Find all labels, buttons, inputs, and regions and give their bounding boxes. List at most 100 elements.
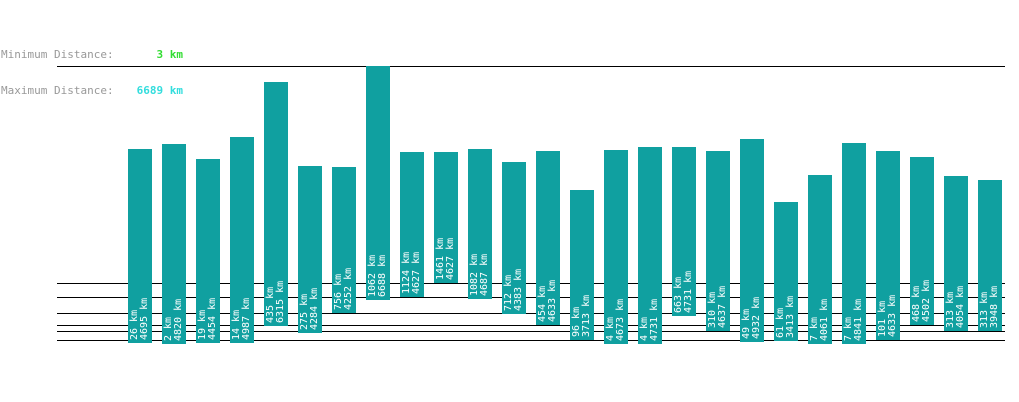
bar-low-label: 4 km [639, 317, 650, 341]
bar-high-label: 3713 km [581, 295, 592, 337]
bar-group: 1461 km 4627 km [434, 152, 458, 283]
bar-high-label: 4932 km [751, 297, 762, 339]
bar-high-label: 4627 km [411, 252, 422, 294]
bar-group: 19 km 4454 km [196, 159, 220, 343]
bar-low-label: 101 km [877, 301, 888, 337]
legend-max-row: Maximum Distance: 6689 km [1, 85, 183, 97]
bar-low-label: 313 km [979, 292, 990, 328]
distance-bar [774, 202, 798, 341]
bar-low-label: 275 km [299, 294, 310, 330]
bar-group: 663 km 4731 km [672, 147, 696, 316]
distance-bar [706, 151, 730, 331]
bar-group: 4 km 4731 km [638, 147, 662, 344]
bar-high-label: 4637 km [717, 286, 728, 328]
bar-low-label: 712 km [503, 275, 514, 311]
bar-low-label: 49 km [741, 309, 752, 339]
distance-bar [264, 82, 288, 326]
distance-bar [978, 180, 1002, 331]
bar-high-label: 4731 km [683, 271, 694, 313]
bar-low-label: 19 km [197, 310, 208, 340]
bar-high-label: 4252 km [343, 268, 354, 310]
bar-high-label: 4987 km [241, 298, 252, 340]
bar-group: 313 km 4054 km [944, 176, 968, 331]
legend-min-row: Minimum Distance: 3 km [1, 49, 183, 61]
bar-low-label: 1461 km [435, 238, 446, 280]
bar-high-label: 3948 km [989, 286, 1000, 328]
legend-max-value: 6689 km [136, 84, 183, 97]
bar-high-label: 3413 km [785, 296, 796, 338]
distance-bar [604, 150, 628, 344]
bar-low-label: 96 km [571, 307, 582, 337]
bar-high-label: 6688 km [377, 255, 388, 297]
bar-high-label: 4731 km [649, 299, 660, 341]
bar-low-label: 1062 km [367, 255, 378, 297]
bar-group: 756 km 4252 km [332, 167, 356, 313]
bar-high-label: 6315 km [275, 281, 286, 323]
bar-high-label: 4841 km [853, 299, 864, 341]
bar-low-label: 310 km [707, 292, 718, 328]
bar-group: 7 km 4841 km [842, 143, 866, 344]
bar-group: 1124 km 4627 km [400, 152, 424, 297]
distance-bar [570, 190, 594, 340]
bar-group: 49 km 4932 km [740, 139, 764, 342]
bar-group: 7 km 4061 km [808, 175, 832, 344]
bar-high-label: 4054 km [955, 286, 966, 328]
distance-bar [230, 137, 254, 343]
distance-bar [332, 167, 356, 313]
bar-group: 275 km 4284 km [298, 166, 322, 333]
bar-low-label: 1124 km [401, 252, 412, 294]
bar-high-label: 4454 km [207, 298, 218, 340]
bar-high-label: 4695 km [139, 298, 150, 340]
bar-high-label: 4820 km [173, 299, 184, 341]
bar-group: 26 km 4695 km [128, 149, 152, 343]
distance-bar [162, 144, 186, 344]
distance-bar [468, 149, 492, 299]
distance-bar [944, 176, 968, 331]
distance-bar [808, 175, 832, 344]
bar-group: 468 km 4502 km [910, 157, 934, 325]
bar-group: 2 km 4820 km [162, 144, 186, 344]
distance-bar [638, 147, 662, 344]
bar-high-label: 4061 km [819, 299, 830, 341]
bar-group: 1062 km 6688 km [366, 66, 390, 300]
bar-low-label: 61 km [775, 308, 786, 338]
bar-group: 435 km 6315 km [264, 82, 288, 326]
bar-group: 310 km 4637 km [706, 151, 730, 331]
bar-group: 14 km 4987 km [230, 137, 254, 343]
bar-group: 4 km 4673 km [604, 150, 628, 344]
legend: Minimum Distance: 3 km Maximum Distance:… [1, 25, 183, 109]
bar-low-label: 7 km [809, 317, 820, 341]
distance-bar [298, 166, 322, 333]
distance-bar [842, 143, 866, 344]
bar-low-label: 2 km [163, 317, 174, 341]
bar-high-label: 4627 km [445, 238, 456, 280]
bar-low-label: 663 km [673, 277, 684, 313]
bar-high-label: 4502 km [921, 280, 932, 322]
distance-bar [672, 147, 696, 316]
bar-low-label: 7 km [843, 317, 854, 341]
bar-low-label: 454 km [537, 286, 548, 322]
bar-high-label: 4383 km [513, 269, 524, 311]
distance-bar [740, 139, 764, 342]
bar-low-label: 313 km [945, 292, 956, 328]
bar-low-label: 1082 km [469, 254, 480, 296]
bar-group: 61 km 3413 km [774, 202, 798, 341]
bar-group: 313 km 3948 km [978, 180, 1002, 331]
legend-max-label: Maximum Distance: [1, 84, 114, 97]
bar-high-label: 4673 km [615, 299, 626, 341]
bar-low-label: 26 km [129, 310, 140, 340]
bar-low-label: 756 km [333, 274, 344, 310]
bar-group: 96 km 3713 km [570, 190, 594, 340]
legend-min-label: Minimum Distance: [1, 48, 114, 61]
distance-bar [366, 66, 390, 300]
bar-low-label: 468 km [911, 286, 922, 322]
bar-low-label: 435 km [265, 287, 276, 323]
distance-bar [196, 159, 220, 343]
bar-group: 101 km 4633 km [876, 151, 900, 340]
distance-bar [876, 151, 900, 340]
bar-high-label: 4633 km [547, 280, 558, 322]
bar-high-label: 4687 km [479, 254, 490, 296]
legend-min-value: 3 km [156, 48, 184, 61]
distance-bar [434, 152, 458, 283]
